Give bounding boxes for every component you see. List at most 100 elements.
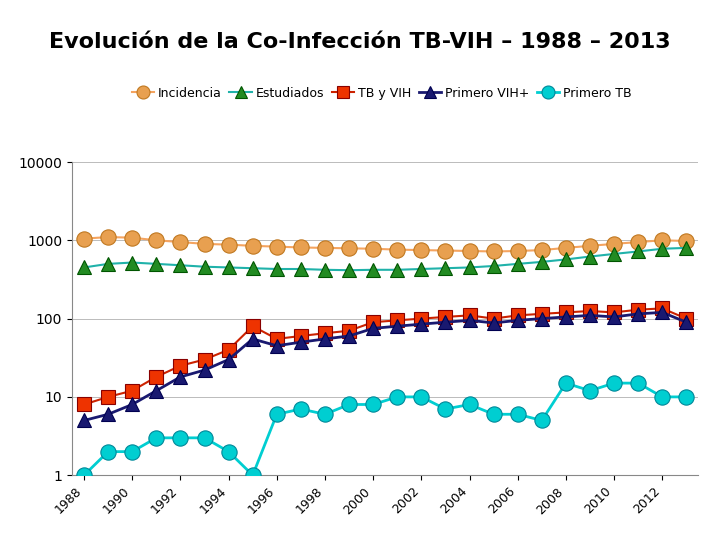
Incidencia <box>610 241 618 247</box>
Primero TB <box>682 394 690 400</box>
Incidencia <box>562 245 570 251</box>
Primero TB <box>152 435 161 441</box>
Primero TB <box>585 388 594 394</box>
TB y VIH <box>513 312 522 319</box>
Incidencia <box>272 244 281 250</box>
Estudiados <box>682 245 690 251</box>
Primero VIH+ <box>682 319 690 326</box>
TB y VIH <box>128 388 137 394</box>
Primero TB <box>490 411 498 417</box>
Incidencia <box>224 241 233 248</box>
Primero TB <box>224 448 233 455</box>
Line: Primero VIH+: Primero VIH+ <box>77 306 693 428</box>
Incidencia <box>80 235 89 242</box>
Estudiados <box>610 251 618 257</box>
Primero VIH+ <box>200 367 209 373</box>
Incidencia <box>393 246 402 253</box>
Incidencia <box>465 248 474 254</box>
Primero VIH+ <box>441 319 450 326</box>
Primero TB <box>369 401 377 408</box>
Estudiados <box>537 259 546 265</box>
Estudiados <box>562 256 570 262</box>
Estudiados <box>297 266 305 272</box>
TB y VIH <box>272 336 281 342</box>
Incidencia <box>537 247 546 253</box>
Incidencia <box>369 246 377 252</box>
TB y VIH <box>465 312 474 319</box>
Primero TB <box>345 401 354 408</box>
Estudiados <box>80 264 89 271</box>
Estudiados <box>320 267 329 273</box>
Primero TB <box>176 435 185 441</box>
Primero VIH+ <box>297 339 305 346</box>
Primero VIH+ <box>224 356 233 363</box>
Estudiados <box>465 264 474 271</box>
Primero TB <box>297 406 305 412</box>
Estudiados <box>441 265 450 272</box>
TB y VIH <box>490 315 498 322</box>
TB y VIH <box>417 315 426 322</box>
Estudiados <box>658 246 667 252</box>
Line: Primero TB: Primero TB <box>76 375 694 483</box>
Line: Estudiados: Estudiados <box>77 241 693 277</box>
Primero TB <box>200 435 209 441</box>
TB y VIH <box>297 333 305 339</box>
Line: Incidencia: Incidencia <box>76 230 694 259</box>
Primero TB <box>248 472 257 478</box>
TB y VIH <box>176 362 185 369</box>
Estudiados <box>152 261 161 267</box>
TB y VIH <box>658 305 667 312</box>
Estudiados <box>272 266 281 272</box>
Primero TB <box>465 401 474 408</box>
Line: TB y VIH: TB y VIH <box>77 301 693 411</box>
Primero VIH+ <box>152 388 161 394</box>
TB y VIH <box>369 319 377 326</box>
Primero TB <box>513 411 522 417</box>
Primero VIH+ <box>393 323 402 329</box>
Estudiados <box>224 264 233 271</box>
Primero VIH+ <box>658 309 667 316</box>
Incidencia <box>176 239 185 245</box>
TB y VIH <box>152 374 161 380</box>
Primero VIH+ <box>80 417 89 424</box>
Estudiados <box>345 267 354 273</box>
Estudiados <box>104 261 112 267</box>
Estudiados <box>490 263 498 269</box>
TB y VIH <box>224 347 233 353</box>
Incidencia <box>585 242 594 249</box>
Primero VIH+ <box>585 312 594 319</box>
Incidencia <box>152 237 161 244</box>
Primero TB <box>537 417 546 424</box>
Incidencia <box>490 248 498 255</box>
Primero VIH+ <box>634 310 642 317</box>
Primero TB <box>320 411 329 417</box>
Primero VIH+ <box>128 401 137 408</box>
Estudiados <box>369 267 377 273</box>
Estudiados <box>417 266 426 272</box>
Primero TB <box>658 394 667 400</box>
TB y VIH <box>320 330 329 336</box>
Incidencia <box>634 239 642 245</box>
Primero TB <box>610 380 618 386</box>
TB y VIH <box>345 327 354 334</box>
Estudiados <box>176 262 185 268</box>
Estudiados <box>248 265 257 272</box>
Estudiados <box>393 267 402 273</box>
Text: Evolución de la Co-Infección TB-VIH – 1988 – 2013: Evolución de la Co-Infección TB-VIH – 19… <box>49 32 671 52</box>
TB y VIH <box>682 315 690 322</box>
Primero TB <box>441 406 450 412</box>
Primero VIH+ <box>562 314 570 320</box>
Primero VIH+ <box>513 317 522 323</box>
Primero TB <box>562 380 570 386</box>
Primero VIH+ <box>272 342 281 349</box>
TB y VIH <box>634 306 642 313</box>
Primero TB <box>128 448 137 455</box>
TB y VIH <box>537 310 546 317</box>
Incidencia <box>248 242 257 249</box>
TB y VIH <box>393 317 402 323</box>
TB y VIH <box>585 308 594 314</box>
Primero VIH+ <box>369 325 377 332</box>
Estudiados <box>585 253 594 260</box>
Primero TB <box>417 394 426 400</box>
Incidencia <box>128 234 137 241</box>
